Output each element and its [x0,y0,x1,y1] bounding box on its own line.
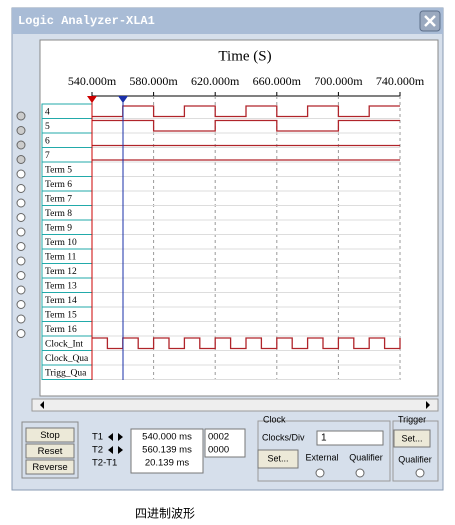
channel-label: Term 13 [45,281,77,291]
cursor-t2-handle[interactable] [118,96,128,103]
channel-radio[interactable] [16,300,26,309]
channel-label: 7 [45,151,50,161]
cursor-value: 0000 [208,445,229,456]
channel-label: Term 11 [45,252,77,262]
clock-title: Clock [263,414,286,424]
waveform [92,105,400,118]
time-label: 660.000m [253,74,302,88]
channel-label: 4 [45,107,50,117]
cursor-time: 560.139 ms [142,445,192,456]
time-label: 620.000m [191,74,240,88]
caption: 四进制波形 [135,507,195,521]
channel-radio[interactable] [16,198,26,208]
qualifier-label: Qualifier [349,452,383,462]
plot-area [39,39,439,397]
channel-label: Clock_Int [45,339,83,349]
time-label: 740.000m [376,74,425,88]
control-button[interactable] [25,443,75,459]
close-button[interactable] [419,10,441,32]
qualifier-radio[interactable] [355,468,365,478]
channel-radio[interactable] [16,213,26,222]
trigger-set-button[interactable] [393,429,431,448]
clock-set-label: Set... [267,453,288,463]
window-title: Logic Analyzer-XLA1 [18,14,155,28]
channel-label: Term 6 [45,180,72,190]
channel-label: Term 12 [45,267,77,277]
waveforms [92,105,401,350]
channel-radio[interactable] [16,140,26,150]
channel-label: Term 14 [45,296,77,306]
cursor-time: 20.139 ms [145,458,190,469]
channel-label: Term 9 [45,223,72,233]
channel-label: Term 8 [45,209,72,219]
channel-radio[interactable] [16,271,26,280]
channel-radio[interactable] [16,329,26,338]
time-label: 540.000m [68,74,117,88]
channel-radio[interactable] [16,227,26,237]
trigger-set-label: Set... [401,433,422,443]
run-group [21,421,79,479]
title-bar [12,8,443,34]
channel-radio[interactable] [16,126,26,135]
cursor-arrows[interactable] [108,446,123,454]
channel-radio[interactable] [16,169,26,179]
clocks-div-value: 1 [321,433,327,444]
channel-label: Clock_Qua [45,354,89,364]
value-readout [204,428,246,458]
channel-label: Term 15 [45,310,77,320]
channel-label: 6 [45,136,50,146]
channel-radio[interactable] [16,256,26,266]
time-label: 700.000m [314,74,363,88]
channel-label: 5 [45,122,50,132]
channel-radio[interactable] [16,184,26,193]
trigger-group [392,420,439,482]
axis-title: Time (S) [218,48,271,64]
channel-radio[interactable] [16,285,26,295]
clock-set-button[interactable] [257,449,299,469]
channel-label: Term 10 [45,238,77,248]
trigger-qualifier-label: Qualifier [398,454,432,464]
control-button[interactable] [25,427,75,443]
cursor-arrows[interactable] [108,433,123,441]
cursor-value: 0002 [208,432,229,443]
trigger-qualifier-radio[interactable] [415,468,425,478]
scrollbar[interactable] [31,398,439,412]
time-readout [130,428,204,474]
control-button-label: Reverse [32,462,67,473]
channel-radio[interactable] [16,111,26,121]
cursor-label: T2 [92,445,103,456]
channel-label: Trigg_Qua [45,368,87,378]
clocks-div-label: Clocks/Div [262,432,305,442]
cursor-label: T1 [92,432,103,443]
channel-radio[interactable] [16,314,26,324]
cursor-label: T2-T1 [92,458,117,469]
control-button-label: Stop [40,430,60,441]
channel-label: Term 7 [45,194,72,204]
external-radio[interactable] [315,468,325,478]
cursor-time: 540.000 ms [142,432,192,443]
cursor-t1-handle[interactable] [87,96,97,103]
trigger-title: Trigger [398,414,426,424]
channel-radio[interactable] [16,242,26,251]
external-label: External [305,452,338,462]
waveform [92,337,401,350]
channel-label: Term 5 [45,165,72,175]
channel-radio[interactable] [16,155,26,164]
control-button[interactable] [25,459,75,475]
waveform [92,119,400,132]
clocks-div-input[interactable] [316,430,384,446]
time-label: 580.000m [129,74,178,88]
control-button-label: Reset [38,446,63,457]
channel-label: Term 16 [45,325,77,335]
